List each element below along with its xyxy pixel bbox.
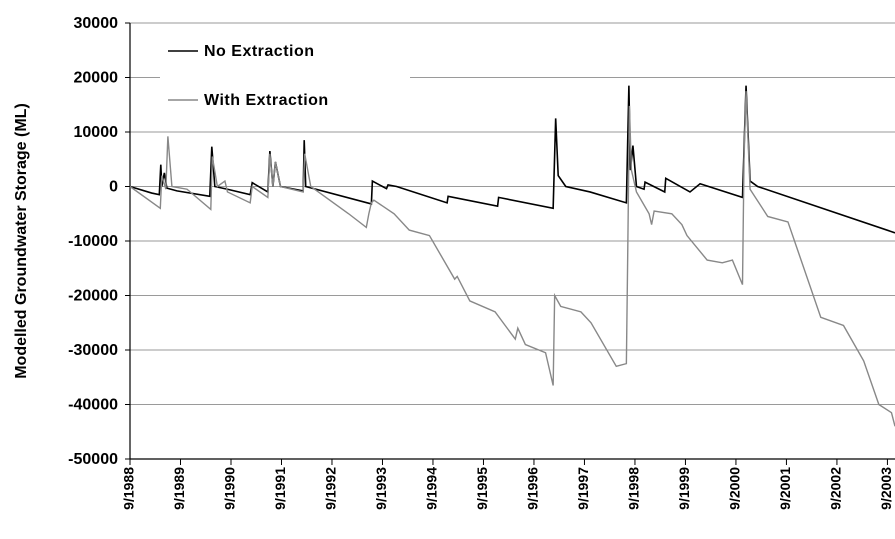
y-tick-label: 0	[109, 179, 118, 196]
x-tick-label: 9/1999	[676, 467, 692, 510]
legend-label: No Extraction	[204, 43, 315, 60]
y-tick-label: 20000	[74, 70, 119, 87]
y-tick-label: -20000	[68, 288, 118, 305]
x-tick-label: 9/1994	[424, 467, 440, 510]
series-line	[129, 91, 895, 427]
y-axis-label: Modelled Groundwater Storage (ML)	[13, 103, 30, 379]
series-line	[129, 85, 895, 234]
x-tick-label: 9/2000	[727, 467, 743, 510]
x-tick-label: 9/1991	[272, 467, 288, 510]
x-tick-label: 9/1989	[171, 467, 187, 510]
y-tick-label: -50000	[68, 451, 118, 468]
y-tick-label: -40000	[68, 397, 118, 414]
legend-label: With Extraction	[204, 92, 329, 109]
y-tick-label: 10000	[74, 124, 119, 141]
y-tick-label: -30000	[68, 342, 118, 359]
x-tick-label: 9/1992	[323, 467, 339, 510]
x-tick-label: 9/1988	[121, 467, 137, 510]
x-tick-label: 9/1996	[525, 467, 541, 510]
x-tick-label: 9/1993	[373, 467, 389, 510]
x-tick-label: 9/2001	[777, 467, 793, 510]
y-tick-label: -10000	[68, 233, 118, 250]
x-tick-label: 9/1990	[222, 467, 238, 510]
x-tick-label: 9/1995	[474, 467, 490, 510]
legend-box	[160, 31, 410, 119]
x-tick-label: 9/1998	[626, 467, 642, 510]
y-tick-label: 30000	[74, 15, 119, 32]
x-tick-label: 9/2002	[828, 467, 844, 510]
x-tick-label: 9/2003	[878, 467, 894, 510]
x-tick-label: 9/1997	[575, 467, 591, 510]
